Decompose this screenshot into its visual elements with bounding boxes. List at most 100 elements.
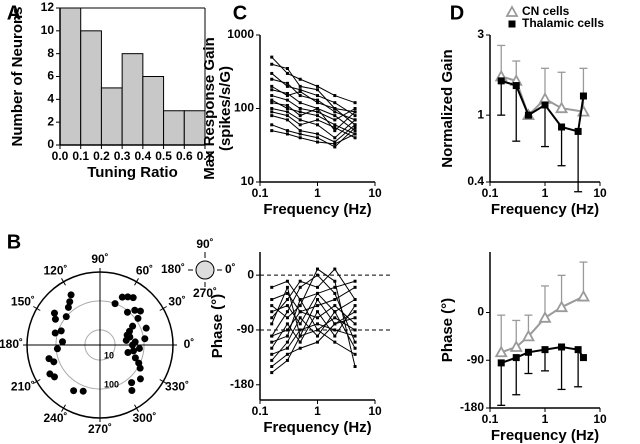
marker: [333, 291, 337, 295]
marker: [270, 298, 274, 302]
marker: [316, 84, 319, 88]
marker: [333, 334, 337, 338]
marker: [298, 94, 302, 98]
theta-tick-label: 330˚: [165, 380, 189, 394]
marker: [285, 334, 289, 338]
marker: [285, 298, 289, 302]
marker: [353, 334, 357, 338]
y-tick-label: 6: [47, 69, 54, 83]
data-point: [50, 373, 58, 381]
marker: [298, 298, 302, 302]
theta-tick: [159, 379, 167, 384]
panel-label: C: [233, 2, 247, 24]
marker: [353, 285, 357, 289]
marker: [285, 94, 289, 98]
marker: [285, 316, 289, 320]
marker: [270, 98, 274, 102]
data-point: [123, 308, 131, 316]
data-point: [128, 387, 136, 395]
y-tick-label: 10: [241, 174, 255, 188]
marker: [298, 136, 302, 140]
marker: [270, 358, 274, 362]
marker: [298, 90, 302, 94]
bar: [59, 7, 82, 146]
marker: [270, 123, 274, 127]
marker: [285, 110, 289, 114]
marker: [316, 285, 319, 289]
radial-tick-label: 100: [104, 379, 119, 389]
x-tick-label: 10: [593, 412, 607, 426]
marker: [270, 84, 274, 88]
y-axis-title: Number of Neurons: [9, 6, 26, 146]
marker: [558, 123, 566, 131]
marker: [285, 346, 289, 350]
data-point: [50, 309, 58, 317]
marker: [298, 77, 302, 81]
y-tick-label: 0: [247, 267, 254, 281]
inset-label: 90˚: [196, 237, 213, 251]
series-line: [271, 130, 356, 145]
series-line: [271, 95, 356, 121]
data-point: [51, 315, 59, 323]
marker: [558, 343, 566, 351]
marker: [353, 310, 357, 314]
marker: [298, 285, 302, 289]
data-point: [50, 358, 58, 366]
marker: [353, 328, 357, 332]
theta-tick-label: 240˚: [43, 411, 67, 425]
data-point: [129, 294, 137, 302]
data-point: [53, 345, 61, 353]
marker: [270, 334, 274, 338]
marker: [285, 352, 289, 356]
x-tick-label: 10: [593, 186, 607, 200]
marker: [285, 328, 289, 332]
theta-tick-label: 60˚: [136, 264, 153, 278]
y-axis-title: Phase (°): [209, 294, 226, 358]
x-axis-title: Frequency (Hz): [263, 419, 371, 436]
theta-tick: [33, 379, 41, 384]
bar: [100, 87, 123, 146]
y-axis-title: Max Response Gain: [201, 37, 218, 180]
data-point: [131, 306, 139, 314]
y-tick-label: 12: [41, 0, 55, 14]
marker: [521, 329, 535, 342]
y-tick-label: 0.4: [467, 174, 484, 188]
inset-label: 180˚: [161, 262, 185, 276]
y-tick-label: -90: [237, 322, 255, 336]
marker: [316, 132, 319, 136]
theta-tick: [134, 404, 139, 412]
marker: [270, 62, 274, 66]
data-point: [142, 324, 150, 332]
marker: [285, 291, 289, 295]
marker: [316, 114, 319, 118]
inset-label: 270˚: [193, 286, 217, 300]
marker: [270, 94, 274, 98]
data-point: [129, 341, 137, 349]
marker: [353, 101, 357, 105]
marker: [270, 88, 274, 92]
marker: [574, 127, 582, 135]
marker: [316, 118, 319, 122]
data-point: [136, 307, 144, 315]
marker: [285, 358, 289, 362]
marker: [333, 118, 337, 122]
y-axis-title: Normalized Gain: [439, 49, 456, 167]
marker: [333, 304, 337, 308]
legend-label: CN cells: [522, 4, 570, 18]
marker: [494, 345, 508, 358]
theta-tick-label: 180˚: [0, 337, 23, 351]
marker: [333, 140, 337, 144]
x-tick-label: 0.7: [197, 149, 214, 163]
marker: [538, 310, 552, 323]
marker: [579, 354, 587, 362]
marker: [333, 279, 337, 283]
marker: [298, 88, 302, 92]
marker: [270, 352, 274, 356]
marker: [353, 107, 357, 110]
marker: [333, 316, 337, 320]
marker: [270, 310, 274, 314]
marker: [353, 129, 357, 133]
marker: [353, 352, 357, 356]
inset-label: 0˚: [225, 262, 236, 276]
